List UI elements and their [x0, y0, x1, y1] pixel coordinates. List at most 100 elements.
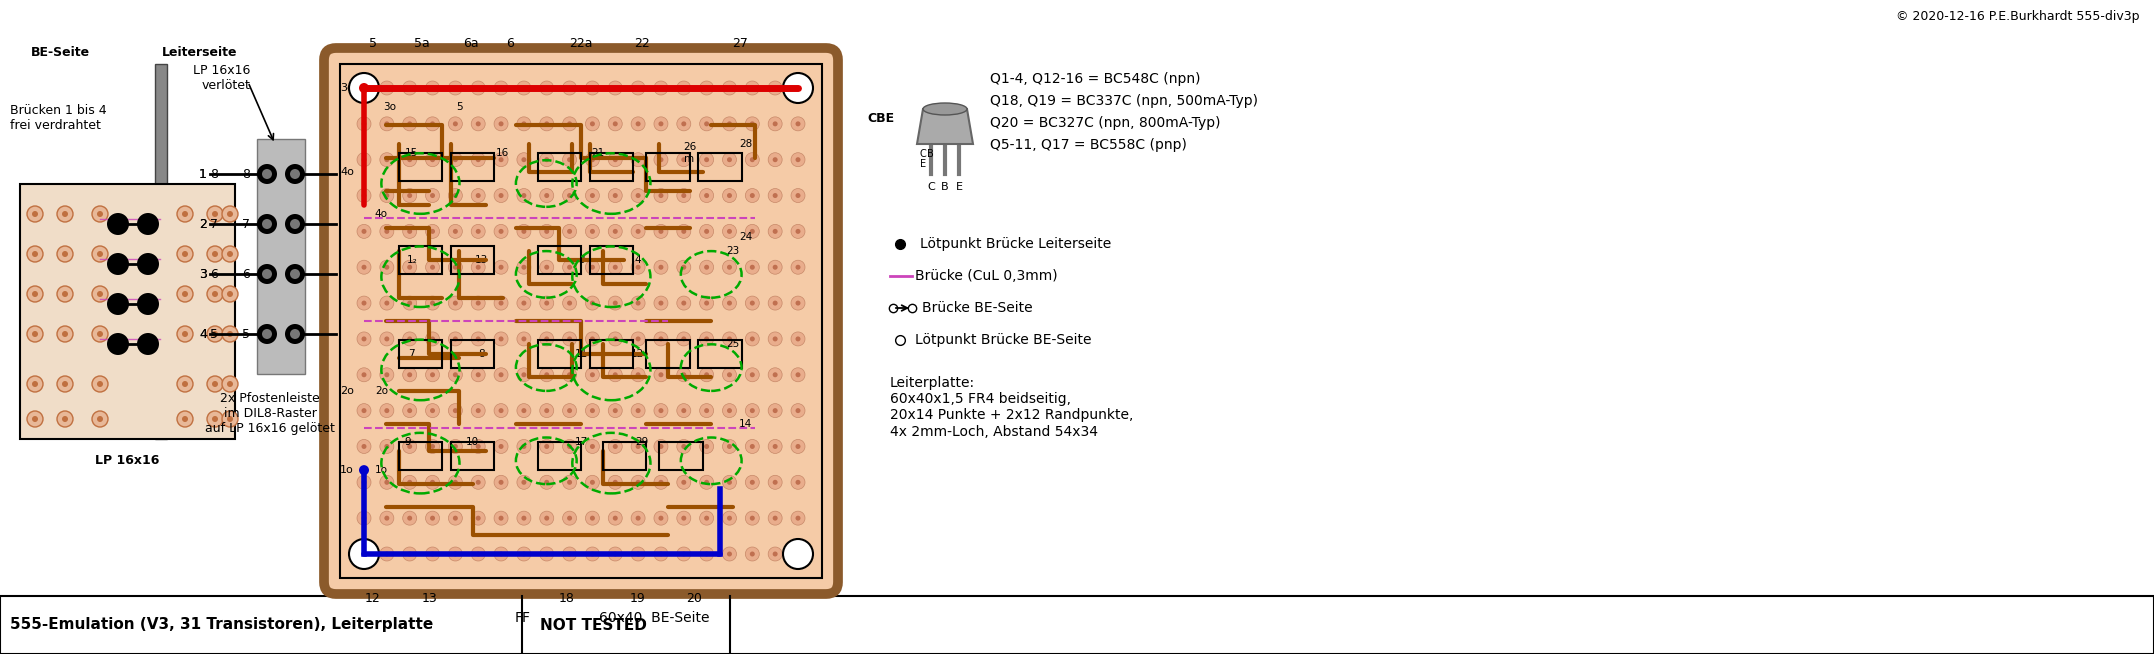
- Circle shape: [284, 324, 306, 344]
- Circle shape: [426, 260, 439, 274]
- Circle shape: [493, 547, 508, 561]
- Circle shape: [659, 229, 663, 234]
- Ellipse shape: [924, 103, 967, 115]
- Circle shape: [452, 265, 459, 269]
- Text: 19: 19: [629, 592, 646, 605]
- Circle shape: [726, 193, 732, 198]
- Circle shape: [541, 117, 554, 131]
- Circle shape: [138, 333, 159, 355]
- Text: Brücke BE-Seite: Brücke BE-Seite: [922, 301, 1032, 315]
- Text: 12: 12: [631, 349, 644, 358]
- Circle shape: [726, 86, 732, 90]
- Circle shape: [358, 439, 370, 453]
- Circle shape: [383, 86, 390, 90]
- Circle shape: [379, 511, 394, 525]
- Circle shape: [795, 265, 801, 269]
- Circle shape: [700, 404, 713, 418]
- Circle shape: [431, 372, 435, 377]
- Text: Brücke (CuL 0,3mm): Brücke (CuL 0,3mm): [915, 269, 1058, 283]
- Text: 3: 3: [198, 267, 207, 281]
- Circle shape: [726, 480, 732, 485]
- Circle shape: [745, 260, 760, 274]
- Circle shape: [612, 408, 618, 413]
- Circle shape: [407, 551, 411, 557]
- Circle shape: [659, 193, 663, 198]
- Circle shape: [211, 416, 218, 422]
- Circle shape: [62, 381, 69, 387]
- Circle shape: [635, 444, 640, 449]
- Circle shape: [32, 331, 39, 337]
- Circle shape: [704, 336, 709, 341]
- Circle shape: [586, 296, 599, 310]
- Circle shape: [476, 336, 480, 341]
- Circle shape: [452, 408, 459, 413]
- Text: 1₂: 1₂: [407, 256, 418, 266]
- Circle shape: [590, 408, 595, 413]
- Text: 2x Pfostenleiste
im DIL8-Raster
auf LP 16x16 gelötet: 2x Pfostenleiste im DIL8-Raster auf LP 1…: [205, 392, 334, 435]
- Circle shape: [700, 152, 713, 167]
- Circle shape: [745, 439, 760, 453]
- Circle shape: [407, 515, 411, 521]
- Circle shape: [498, 336, 504, 341]
- Circle shape: [700, 81, 713, 95]
- Circle shape: [448, 368, 463, 382]
- Bar: [590, 339, 633, 368]
- Circle shape: [56, 411, 73, 427]
- Circle shape: [521, 86, 526, 90]
- Circle shape: [726, 229, 732, 234]
- Circle shape: [358, 260, 370, 274]
- Circle shape: [590, 229, 595, 234]
- Circle shape: [472, 368, 485, 382]
- Circle shape: [635, 86, 640, 90]
- Circle shape: [403, 296, 416, 310]
- Circle shape: [521, 229, 526, 234]
- Circle shape: [211, 331, 218, 337]
- Circle shape: [631, 260, 644, 274]
- Circle shape: [700, 475, 713, 489]
- Circle shape: [498, 157, 504, 162]
- Circle shape: [704, 229, 709, 234]
- Text: 20: 20: [685, 592, 702, 605]
- Circle shape: [745, 296, 760, 310]
- Text: 3o: 3o: [383, 101, 396, 112]
- Circle shape: [472, 511, 485, 525]
- Circle shape: [750, 551, 754, 557]
- Text: 6: 6: [506, 37, 515, 50]
- Circle shape: [745, 224, 760, 239]
- Circle shape: [607, 439, 623, 453]
- Circle shape: [291, 269, 299, 279]
- Circle shape: [567, 408, 573, 413]
- Circle shape: [383, 122, 390, 126]
- Circle shape: [28, 376, 43, 392]
- Circle shape: [773, 515, 778, 521]
- Circle shape: [448, 332, 463, 346]
- Circle shape: [676, 260, 691, 274]
- Circle shape: [567, 265, 573, 269]
- Circle shape: [181, 291, 187, 297]
- Text: 13: 13: [474, 256, 487, 266]
- Circle shape: [476, 480, 480, 485]
- Circle shape: [222, 376, 237, 392]
- Circle shape: [635, 122, 640, 126]
- Circle shape: [383, 551, 390, 557]
- Circle shape: [700, 439, 713, 453]
- Circle shape: [541, 404, 554, 418]
- Circle shape: [681, 551, 687, 557]
- Text: 555-Emulation (V3, 31 Transistoren), Leiterplatte: 555-Emulation (V3, 31 Transistoren), Lei…: [11, 617, 433, 632]
- Circle shape: [769, 368, 782, 382]
- Circle shape: [567, 301, 573, 305]
- Circle shape: [635, 336, 640, 341]
- Text: 15: 15: [405, 148, 418, 158]
- Circle shape: [383, 336, 390, 341]
- Circle shape: [795, 480, 801, 485]
- Circle shape: [567, 480, 573, 485]
- Circle shape: [493, 511, 508, 525]
- Circle shape: [362, 229, 366, 234]
- Circle shape: [226, 251, 233, 257]
- Circle shape: [631, 511, 644, 525]
- Circle shape: [607, 404, 623, 418]
- Circle shape: [795, 336, 801, 341]
- Circle shape: [700, 511, 713, 525]
- Circle shape: [431, 301, 435, 305]
- Circle shape: [448, 81, 463, 95]
